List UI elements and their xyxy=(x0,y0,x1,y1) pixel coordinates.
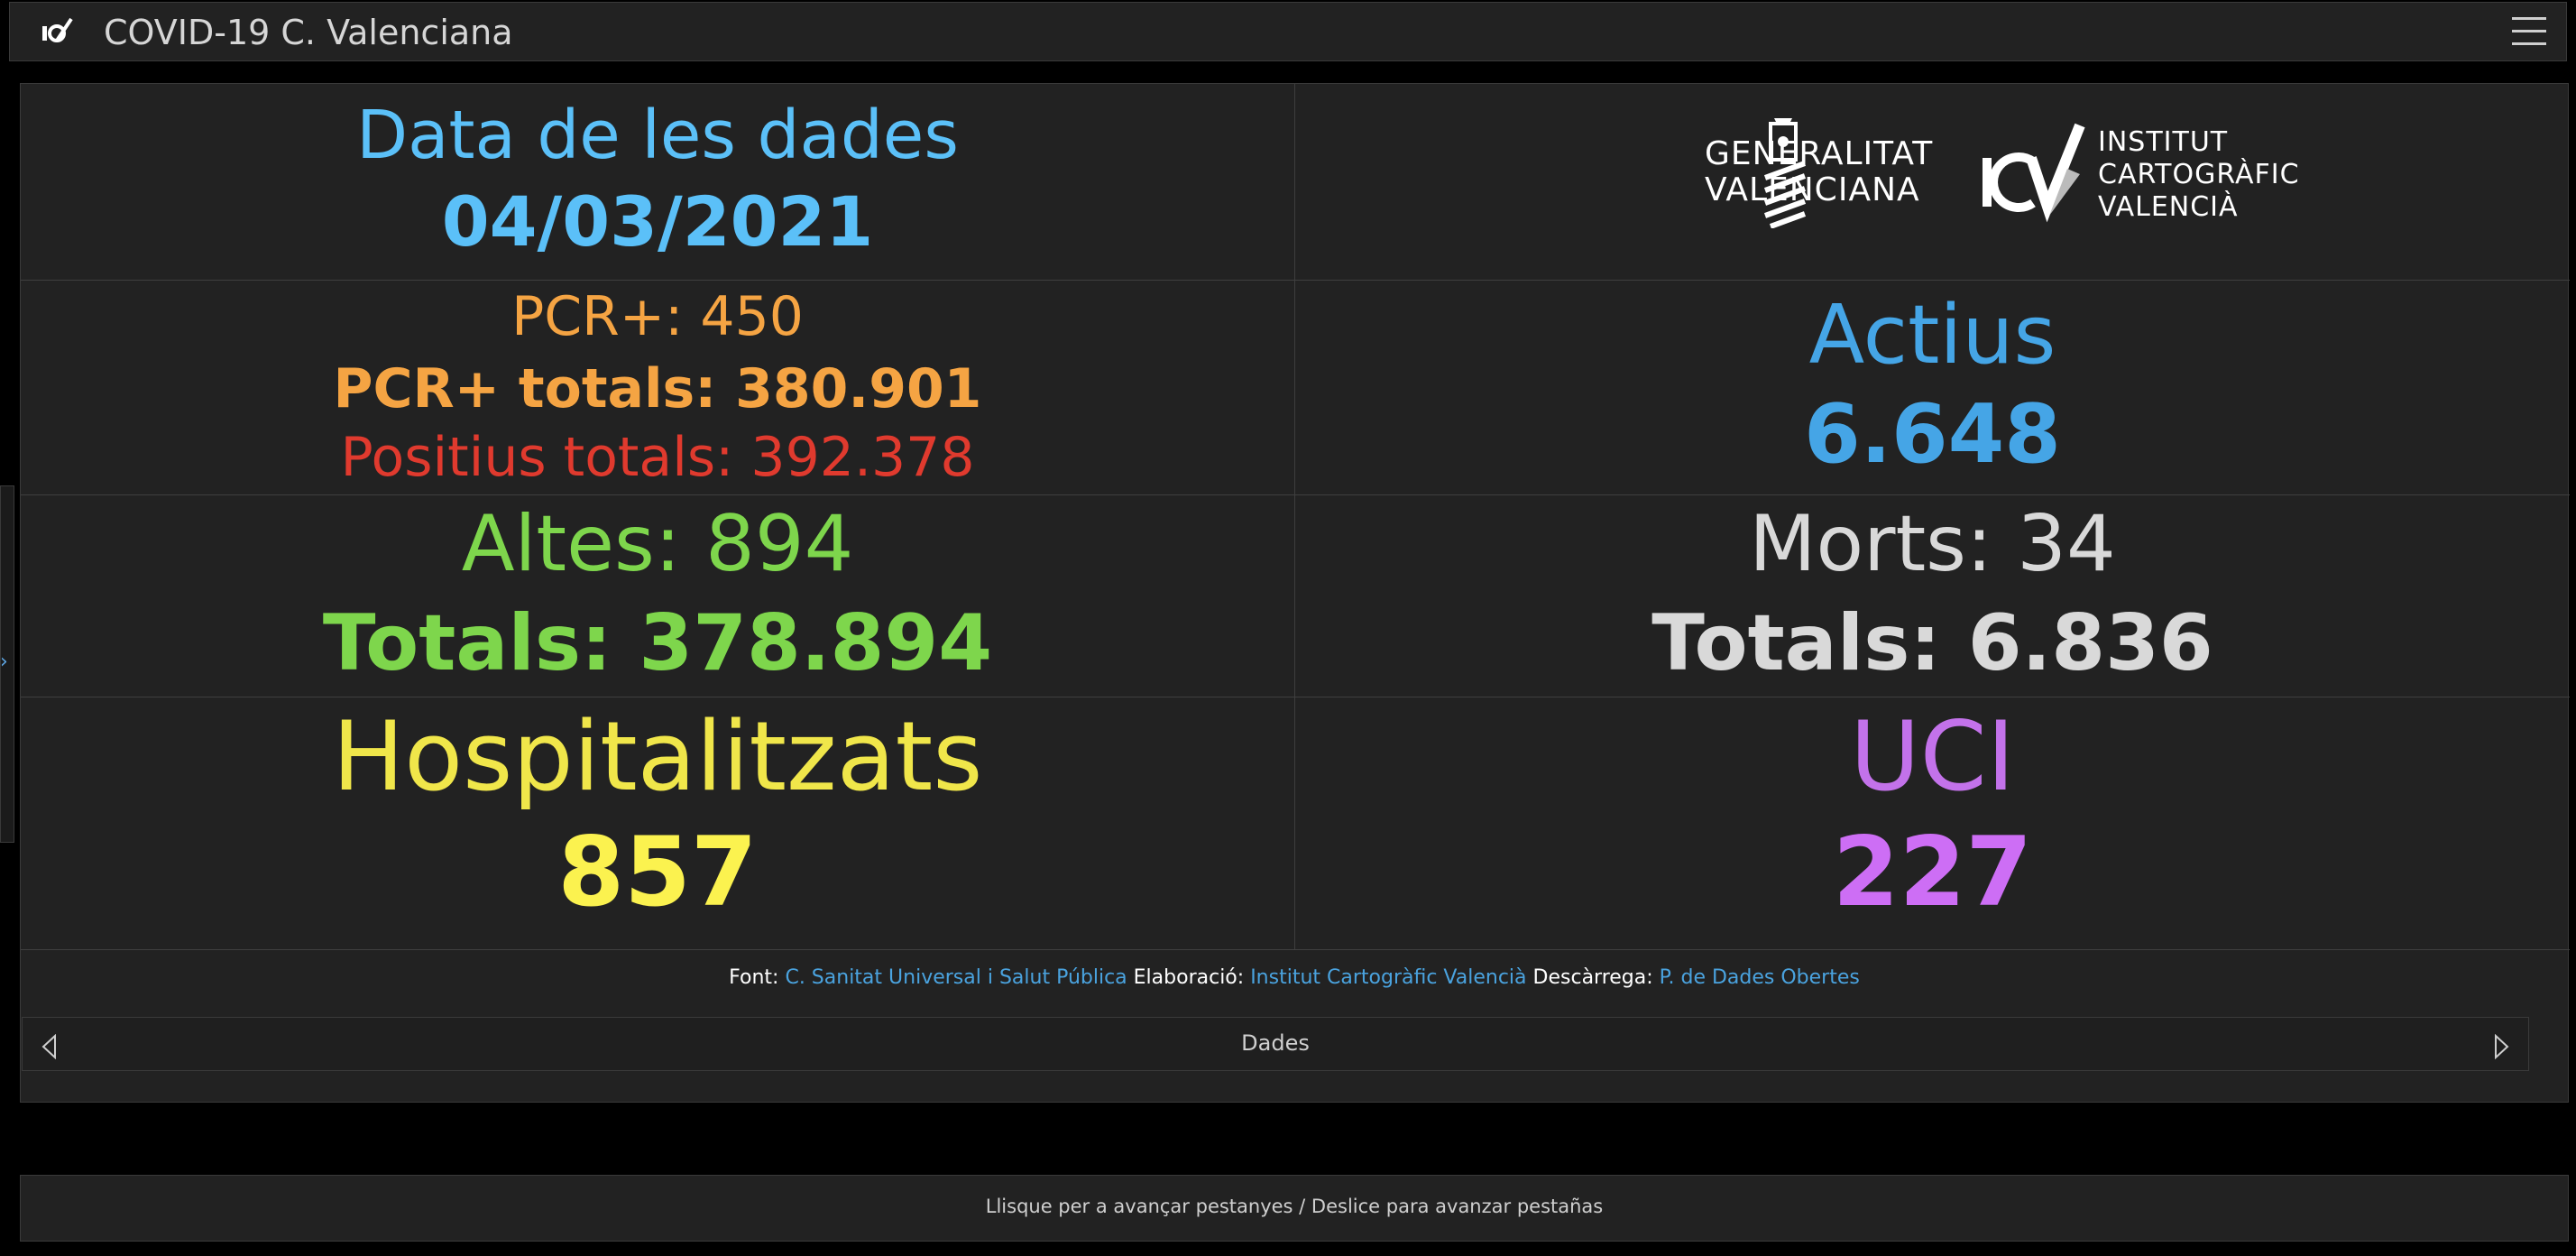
deaths-card: Morts: 34 Totals: 6.836 xyxy=(1295,495,2570,697)
positives-total: Positius totals: 392.378 xyxy=(340,426,975,489)
pcr-card: PCR+: 450 PCR+ totals: 380.901 Positius … xyxy=(21,281,1295,495)
date-card: Data de les dades 04/03/2021 xyxy=(21,84,1295,281)
institut-cartografic-logo: INSTITUT CARTOGRÀFIC VALENCIÀ xyxy=(1981,115,2299,232)
logos: GENERALITAT VALENCIANA INSTITUT CARTOGRÀ… xyxy=(1295,111,2570,237)
app-title: COVID-19 C. Valenciana xyxy=(104,13,513,52)
date-label: Data de les dades xyxy=(356,97,959,174)
source-link[interactable]: C. Sanitat Universal i Salut Pública xyxy=(785,966,1127,989)
hospitalized-label: Hospitalitzats xyxy=(332,701,983,812)
pcr-daily: PCR+: 450 xyxy=(511,285,804,348)
icu-card: UCI 227 xyxy=(1295,697,2570,950)
stats-grid: Data de les dades 04/03/2021 GENERALITAT… xyxy=(21,84,2570,950)
app-header: COVID-19 C. Valenciana xyxy=(9,2,2567,61)
icv-logo-icon xyxy=(42,17,73,42)
discharges-total: Totals: 378.894 xyxy=(322,598,993,688)
source-credits: Font: C. Sanitat Universal i Salut Públi… xyxy=(729,966,1860,989)
swipe-hint-bar: Llisque per a avançar pestanyes / Deslic… xyxy=(20,1175,2569,1242)
hamburger-menu-icon[interactable] xyxy=(2512,17,2546,48)
date-value: 04/03/2021 xyxy=(441,181,874,262)
deaths-daily: Morts: 34 xyxy=(1749,499,2116,589)
tab-dades[interactable]: Dades xyxy=(1241,1030,1310,1056)
tab-bar: Dades xyxy=(22,1017,2529,1071)
dashboard-panel: Data de les dades 04/03/2021 GENERALITAT… xyxy=(20,83,2570,1103)
discharges-card: Altes: 894 Totals: 378.894 xyxy=(21,495,1295,697)
discharges-daily: Altes: 894 xyxy=(461,499,854,589)
icu-label: UCI xyxy=(1850,701,2015,812)
elaboration-link[interactable]: Institut Cartogràfic Valencià xyxy=(1250,966,1527,989)
side-panel-toggle[interactable]: › xyxy=(0,485,14,843)
logos-card: GENERALITAT VALENCIANA INSTITUT CARTOGRÀ… xyxy=(1295,84,2570,281)
previous-tab-icon[interactable] xyxy=(41,1034,57,1059)
pcr-total: PCR+ totals: 380.901 xyxy=(333,357,982,420)
next-tab-icon[interactable] xyxy=(2494,1034,2510,1059)
icu-value: 227 xyxy=(1832,817,2033,928)
gva-crest-icon xyxy=(1763,118,1807,229)
hospitalized-value: 857 xyxy=(557,817,758,928)
download-link[interactable]: P. de Dades Obertes xyxy=(1659,966,1860,989)
hospitalized-card: Hospitalitzats 857 xyxy=(21,697,1295,950)
deaths-total: Totals: 6.836 xyxy=(1651,598,2213,688)
icv-mark-icon xyxy=(1983,123,2085,223)
generalitat-valenciana-logo: GENERALITAT VALENCIANA xyxy=(1647,115,1932,232)
active-value: 6.648 xyxy=(1804,387,2061,482)
active-label: Actius xyxy=(1808,288,2056,383)
active-card: Actius 6.648 xyxy=(1295,281,2570,495)
swipe-hint-text: Llisque per a avançar pestanyes / Deslic… xyxy=(985,1196,1604,1217)
chevron-right-icon: › xyxy=(0,651,8,673)
